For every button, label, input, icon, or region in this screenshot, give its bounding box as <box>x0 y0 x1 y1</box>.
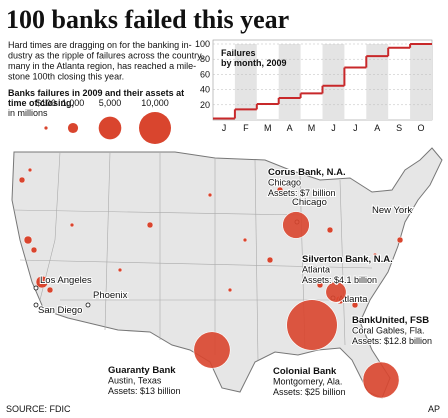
small-failures <box>18 167 404 309</box>
chart-title: by month, 2009 <box>221 58 287 68</box>
city-dot <box>33 285 39 291</box>
x-tick-label: J <box>222 123 227 133</box>
x-tick-label: J <box>353 123 358 133</box>
intro-line: Hard times are dragging on for the banki… <box>8 40 192 50</box>
y-tick-label: 60 <box>200 69 210 79</box>
y-tick-label: 100 <box>195 39 210 49</box>
city-label: Los Angeles <box>40 275 92 286</box>
chart-title: Failures <box>221 48 256 58</box>
bank-assets: Assets: $12.8 billion <box>352 336 432 346</box>
bank-name: Silverton Bank, N.A. <box>302 254 393 265</box>
bank-bubble <box>325 281 347 303</box>
city-dot <box>85 302 91 308</box>
bank-name: BankUnited, FSB <box>352 315 429 326</box>
legend-size-label: 1,000 <box>62 98 85 108</box>
bank-bubble <box>362 361 400 399</box>
source: SOURCE: FDIC <box>6 404 71 414</box>
x-tick-label: M <box>264 123 272 133</box>
bank-assets: Assets: $4.1 billion <box>302 275 377 285</box>
city-label: Chicago <box>292 197 327 208</box>
x-tick-label: A <box>374 123 380 133</box>
legend-size-label: 5,000 <box>99 98 122 108</box>
bank-name: Guaranty Bank <box>108 365 176 376</box>
legend-size-label: 10,000 <box>141 98 169 108</box>
intro-line: dustry as the ripple of failures across … <box>8 51 203 61</box>
title: 100 banks failed this year <box>6 5 289 34</box>
legend-bubble <box>44 126 48 130</box>
bank-assets: Assets: $25 billion <box>273 387 346 397</box>
y-tick-label: 40 <box>200 85 210 95</box>
legend-bubble <box>67 122 79 134</box>
bank-city: Chicago <box>268 178 301 188</box>
city-label: New York <box>372 205 412 216</box>
bank-city: Austin, Texas <box>108 376 162 386</box>
city-label: San Diego <box>38 305 82 316</box>
y-tick-label: 20 <box>200 100 210 110</box>
bank-bubble <box>286 299 338 351</box>
month-band <box>366 44 389 120</box>
x-tick-label: S <box>396 123 402 133</box>
state-lines <box>13 151 373 361</box>
legend-bubble <box>139 112 171 144</box>
legend-size-label: $100 <box>36 98 56 108</box>
legend-title: Banks failures in 2009 and their assets … <box>8 88 184 98</box>
bank-name: Corus Bank, N.A. <box>268 167 346 178</box>
x-tick-label: J <box>331 123 336 133</box>
bank-name: Colonial Bank <box>273 366 337 377</box>
city-dot <box>401 207 407 213</box>
x-tick-label: A <box>287 123 293 133</box>
intro-line: stone 100th closing this year. <box>8 72 124 82</box>
month-band <box>234 44 257 120</box>
month-band <box>322 44 345 120</box>
x-tick-label: M <box>308 123 316 133</box>
month-band <box>410 44 432 120</box>
bank-bubble <box>193 331 231 369</box>
bank-city: Atlanta <box>302 265 330 275</box>
legend-bubble <box>98 116 122 140</box>
month-band <box>278 44 301 120</box>
legend-unit: in millions <box>8 108 48 118</box>
x-tick-label: F <box>243 123 249 133</box>
city-dot <box>33 302 39 308</box>
credit: AP <box>428 404 440 414</box>
intro-line: many in the Atlanta region, has reached … <box>8 61 196 71</box>
legend-title: time of closing, <box>8 98 74 108</box>
bank-city: Coral Gables, Fla. <box>352 326 425 336</box>
x-tick-label: O <box>418 123 425 133</box>
y-tick-label: 80 <box>200 54 210 64</box>
bank-bubble <box>282 211 310 239</box>
bank-city: Montgomery, Ala. <box>273 377 342 387</box>
bank-assets: Assets: $13 billion <box>108 386 181 396</box>
bank-assets: Assets: $7 billion <box>268 188 336 198</box>
city-label: Phoenix <box>93 290 128 301</box>
